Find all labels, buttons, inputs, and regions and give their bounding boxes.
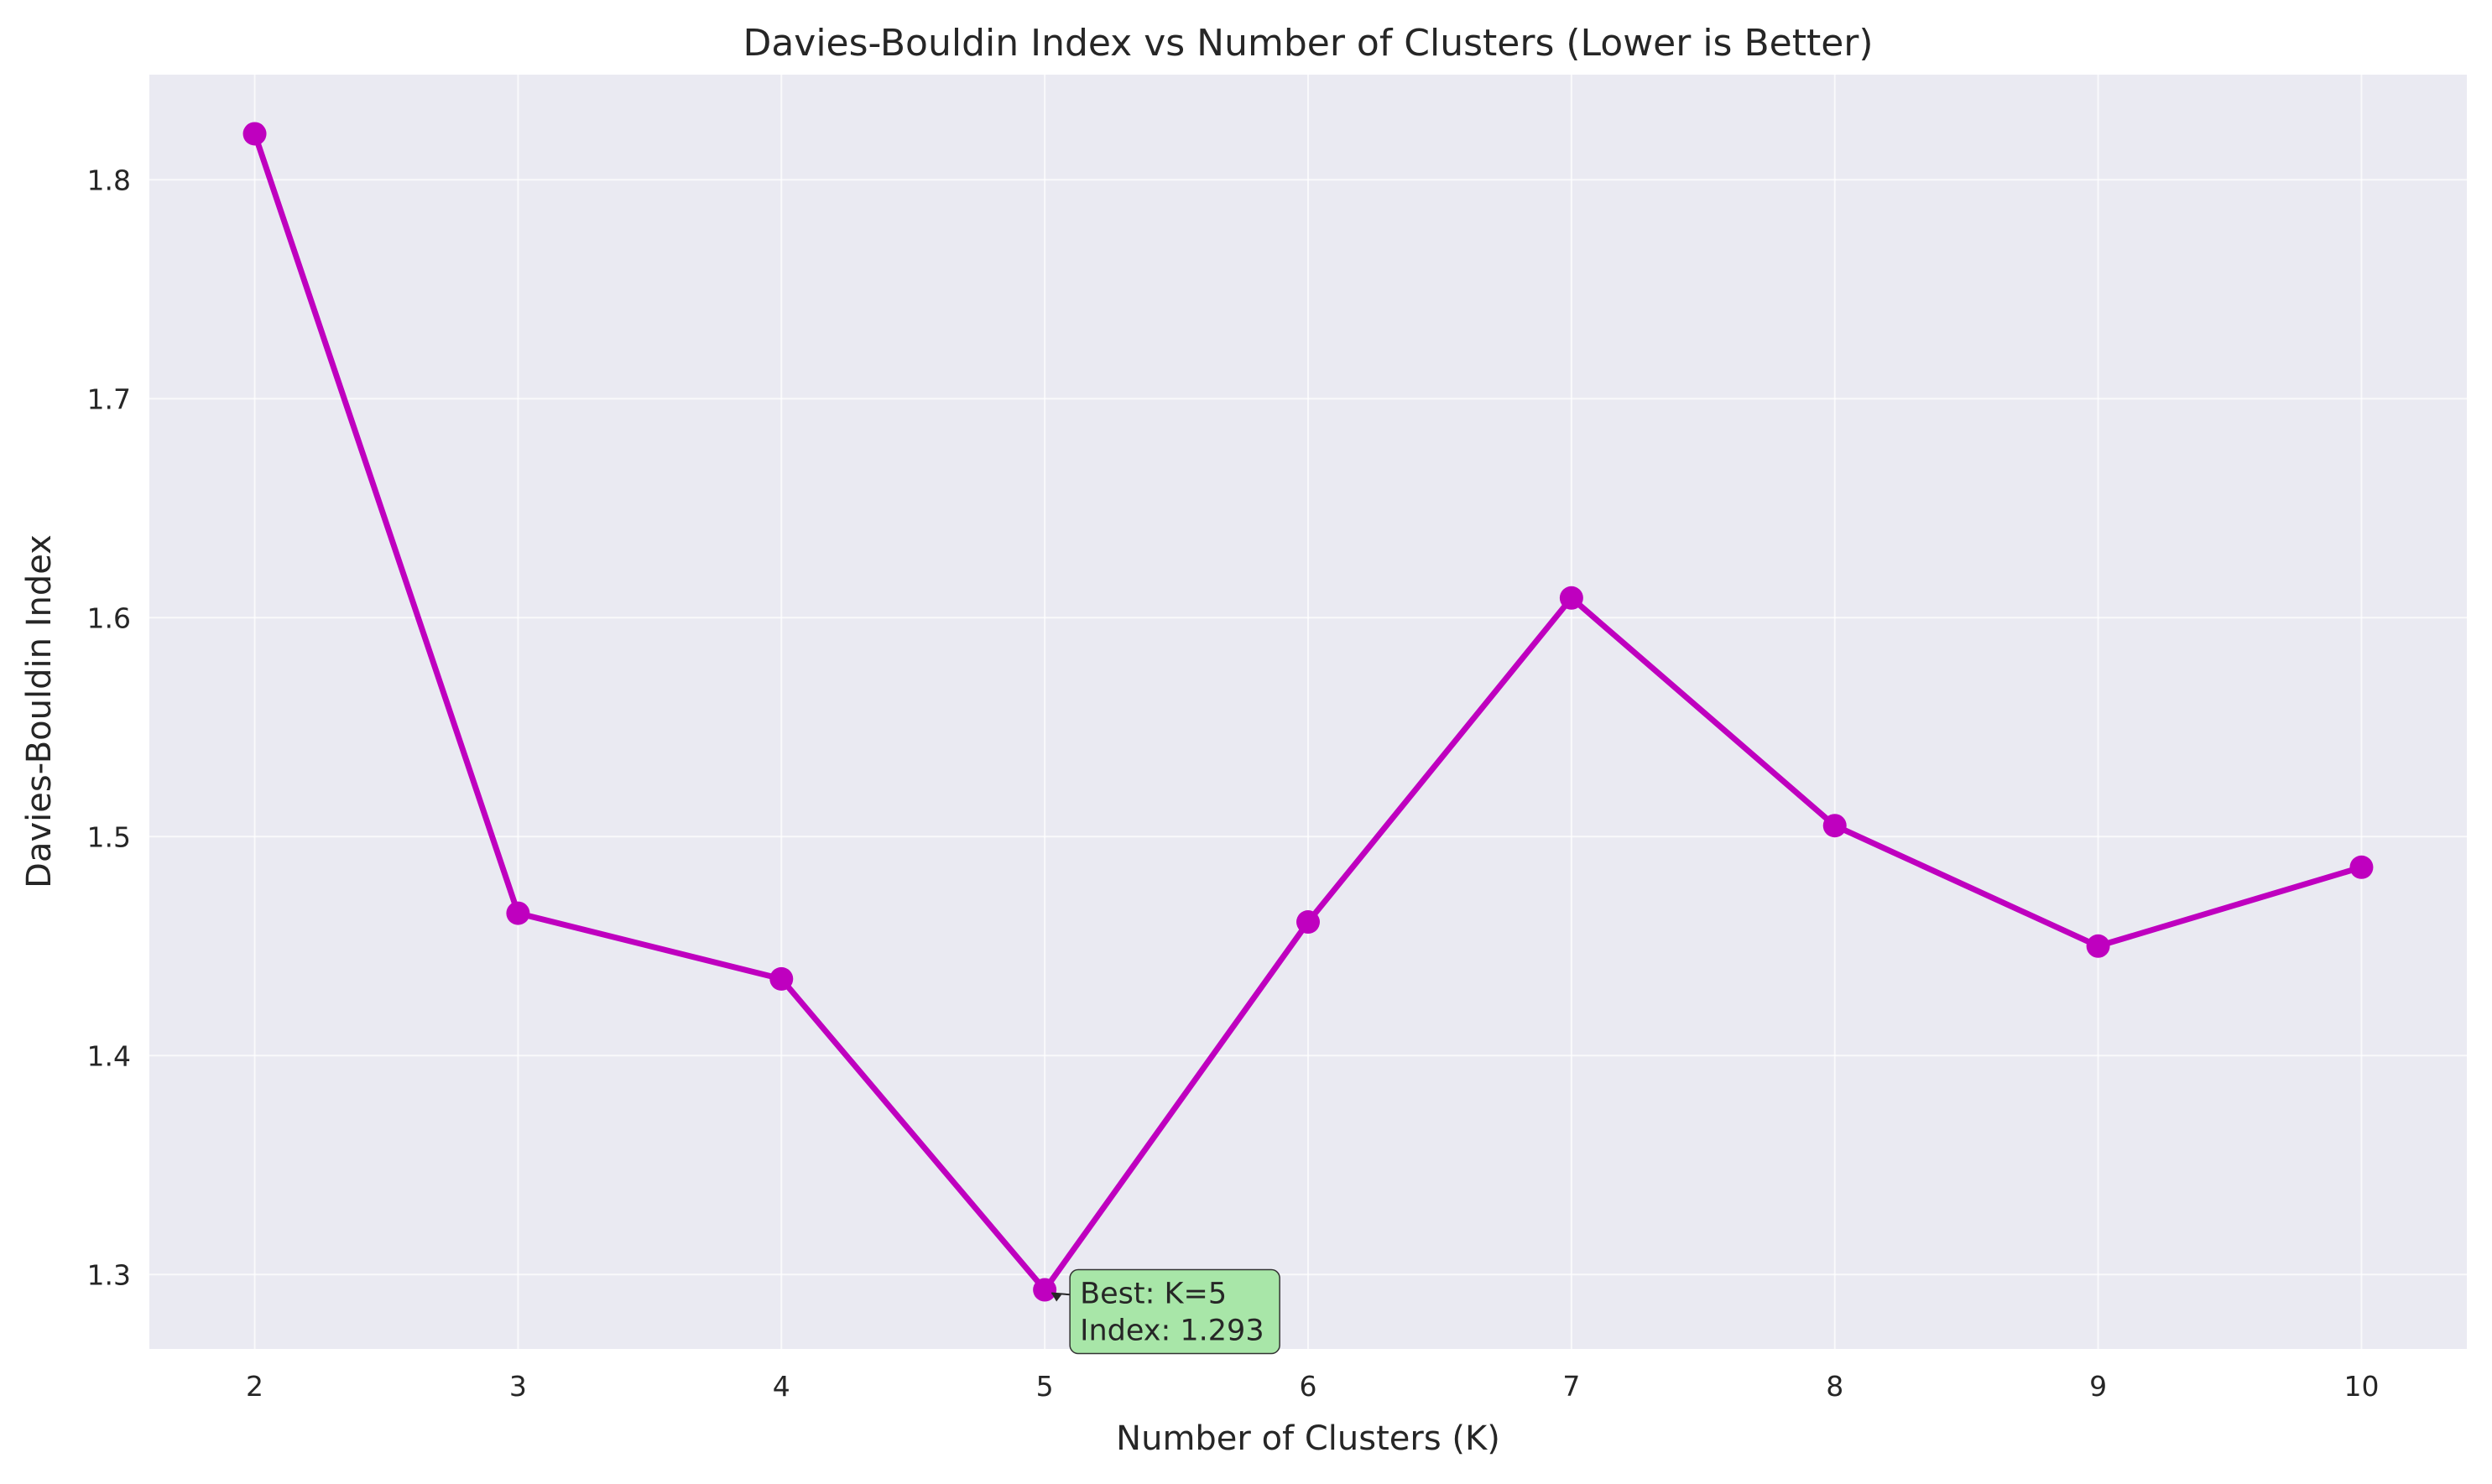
- x-axis-label: Number of Clusters (K): [1116, 1419, 1500, 1458]
- y-tick-label: 1.3: [87, 1258, 131, 1291]
- data-point: [1559, 586, 1583, 610]
- y-tick-label: 1.7: [87, 383, 131, 415]
- y-ticks: 1.3 1.4 1.5 1.6 1.7 1.8: [87, 164, 131, 1291]
- x-tick-label: 9: [2089, 1370, 2107, 1403]
- x-tick-label: 8: [1826, 1370, 1843, 1403]
- y-axis-label: Davies-Bouldin Index: [20, 534, 59, 888]
- y-tick-label: 1.8: [87, 164, 131, 196]
- grid: [149, 75, 2467, 1349]
- annotation-box: [1069, 1268, 1280, 1355]
- x-tick-label: 4: [773, 1370, 790, 1403]
- data-point: [769, 966, 794, 991]
- series-points: [242, 122, 2374, 1302]
- data-point: [1822, 814, 1847, 838]
- y-tick-label: 1.4: [87, 1039, 131, 1072]
- x-tick-label: 6: [1300, 1370, 1317, 1403]
- annotation-line1: Best: K=5: [1080, 1278, 1227, 1311]
- data-point: [2086, 934, 2110, 958]
- x-tick-label: 5: [1036, 1370, 1054, 1403]
- data-point: [1033, 1278, 1057, 1302]
- data-point: [1296, 910, 1320, 935]
- data-point: [2349, 855, 2374, 879]
- best-annotation: Best: K=5 Index: 1.293: [1051, 1268, 1280, 1355]
- data-point: [506, 901, 530, 925]
- x-ticks: 2 3 4 5 6 7 8 9 10: [246, 1370, 2379, 1403]
- x-tick-label: 10: [2343, 1370, 2379, 1403]
- annotation-arrowhead: [1051, 1293, 1062, 1302]
- chart-title: Davies-Bouldin Index vs Number of Cluste…: [743, 22, 1873, 65]
- x-tick-label: 7: [1562, 1370, 1580, 1403]
- x-tick-label: 3: [509, 1370, 527, 1403]
- y-tick-label: 1.5: [87, 820, 131, 853]
- x-tick-label: 2: [246, 1370, 263, 1403]
- annotation-line2: Index: 1.293: [1080, 1315, 1264, 1348]
- y-tick-label: 1.6: [87, 601, 131, 634]
- data-point: [242, 122, 267, 146]
